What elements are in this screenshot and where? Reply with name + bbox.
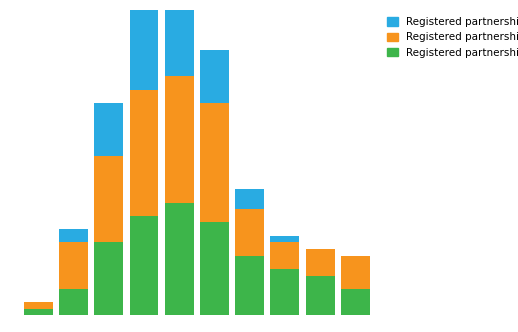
Bar (235, 189, 264, 209)
Bar (200, 222, 229, 315)
Bar (59, 289, 88, 315)
Bar (130, 216, 159, 315)
Legend: Registered partnership and children, Registered partnership, females, Registered: Registered partnership and children, Reg… (385, 15, 518, 60)
Bar (94, 156, 123, 242)
Bar (94, 103, 123, 156)
Bar (341, 289, 370, 315)
Bar (59, 229, 88, 242)
Bar (24, 302, 53, 309)
Bar (59, 242, 88, 289)
Bar (165, 203, 194, 315)
Bar (200, 103, 229, 222)
Bar (165, 76, 194, 203)
Bar (235, 209, 264, 256)
Bar (235, 256, 264, 315)
Bar (130, 0, 159, 90)
Bar (165, 0, 194, 76)
Bar (341, 256, 370, 289)
Bar (130, 90, 159, 216)
Bar (94, 242, 123, 315)
Bar (306, 276, 335, 315)
Bar (270, 242, 299, 269)
Bar (200, 50, 229, 103)
Bar (306, 249, 335, 276)
Bar (270, 236, 299, 242)
Bar (24, 309, 53, 315)
Bar (270, 269, 299, 315)
